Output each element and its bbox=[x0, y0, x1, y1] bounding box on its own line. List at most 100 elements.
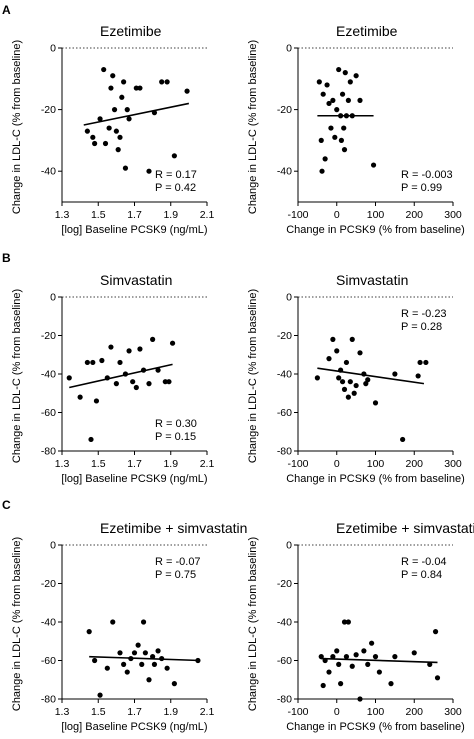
x-tick-label: 200 bbox=[405, 706, 423, 718]
data-point bbox=[392, 654, 398, 660]
y-tick-label: -40 bbox=[277, 166, 292, 178]
chart-title: Ezetimibe + simvastatin bbox=[336, 520, 474, 536]
data-point bbox=[338, 367, 344, 373]
data-point bbox=[171, 153, 177, 159]
x-axis-label: [log] Baseline PCSK9 (ng/mL) bbox=[61, 473, 207, 485]
data-point bbox=[108, 85, 114, 91]
data-point bbox=[349, 336, 355, 342]
data-point bbox=[128, 655, 134, 662]
chart-title: Simvastatin bbox=[336, 272, 408, 288]
data-point bbox=[102, 140, 109, 147]
data-point bbox=[155, 648, 161, 654]
y-tick-label: 0 bbox=[286, 292, 292, 304]
x-tick-label: 1.7 bbox=[127, 458, 142, 470]
data-point bbox=[341, 386, 348, 392]
data-point bbox=[110, 619, 116, 625]
chart-3: Simvastatin 0 -20 -40 -60 -801.3 1.5 1.7 1.9 2.1 [… bbox=[11, 272, 214, 485]
data-point bbox=[347, 379, 353, 385]
data-point bbox=[150, 336, 156, 342]
stat-text: P = 0.15 bbox=[155, 431, 196, 443]
data-point bbox=[345, 619, 351, 625]
data-point bbox=[361, 371, 367, 377]
y-tick-label: 0 bbox=[50, 540, 56, 552]
data-point bbox=[343, 359, 350, 366]
y-axis-label: Change in LDL-C (% from baseline) bbox=[247, 537, 259, 711]
plots-layer: Ezetimibe 0 -20 -40 1.3 1.5 1.7 1.9 2.1 [log] Bas… bbox=[11, 23, 474, 733]
data-point bbox=[90, 359, 96, 366]
x-tick-label: 2.1 bbox=[200, 209, 215, 221]
y-tick-label: -80 bbox=[277, 446, 292, 458]
data-point bbox=[372, 400, 379, 406]
data-point bbox=[326, 356, 332, 362]
data-point bbox=[164, 665, 170, 671]
data-point bbox=[92, 140, 98, 147]
y-axis-label: Change in LDL-C (% from baseline) bbox=[247, 40, 259, 214]
x-tick-label: 0 bbox=[334, 458, 340, 470]
data-point bbox=[166, 379, 172, 385]
y-tick-label: -40 bbox=[41, 369, 56, 381]
chart-title: Ezetimibe + simvastatin bbox=[100, 520, 247, 536]
data-point bbox=[343, 654, 350, 660]
data-point bbox=[126, 116, 132, 122]
data-point bbox=[164, 79, 170, 85]
y-tick-label: 0 bbox=[50, 292, 56, 304]
stat-text: R = 0.17 bbox=[155, 169, 197, 181]
data-point bbox=[119, 94, 125, 100]
x-tick-label: -100 bbox=[287, 458, 308, 470]
data-point bbox=[347, 79, 353, 85]
data-point bbox=[376, 669, 382, 675]
data-point bbox=[334, 648, 340, 654]
chart-title: Ezetimibe bbox=[336, 23, 398, 39]
x-tick-label: 1.3 bbox=[55, 706, 70, 718]
data-point bbox=[124, 107, 130, 113]
stat-text: P = 0.84 bbox=[401, 569, 442, 581]
data-point bbox=[195, 657, 201, 664]
x-tick-label: 300 bbox=[444, 706, 462, 718]
x-tick-label: 100 bbox=[367, 458, 385, 470]
regression-line bbox=[83, 102, 190, 126]
y-tick-label: -20 bbox=[41, 578, 56, 590]
data-point bbox=[135, 642, 141, 648]
data-point bbox=[88, 436, 94, 443]
data-point bbox=[104, 375, 110, 381]
y-tick-label: -20 bbox=[277, 578, 292, 590]
x-tick-label: 1.5 bbox=[91, 706, 106, 718]
data-point bbox=[113, 381, 119, 387]
data-point bbox=[130, 379, 136, 385]
data-point bbox=[146, 168, 152, 174]
data-point bbox=[117, 134, 123, 140]
stat-text: R = 0.30 bbox=[155, 418, 197, 430]
x-tick-label: 1.7 bbox=[127, 209, 142, 221]
data-point bbox=[353, 652, 359, 658]
data-point bbox=[427, 661, 433, 667]
data-point bbox=[97, 692, 103, 698]
stat-text: R = -0.23 bbox=[401, 308, 447, 320]
data-point bbox=[341, 619, 348, 625]
x-tick-label: 1.5 bbox=[91, 458, 106, 470]
x-tick-label: 1.3 bbox=[55, 209, 70, 221]
data-point bbox=[336, 66, 342, 73]
data-point bbox=[169, 340, 176, 346]
data-point bbox=[324, 82, 330, 88]
data-point bbox=[92, 657, 98, 664]
data-point bbox=[122, 371, 129, 377]
data-point bbox=[110, 73, 116, 79]
chart-title: Ezetimibe bbox=[100, 23, 162, 39]
chart-4: Simvastatin 0 -20 -40 -60 -80-100 0 100 200 300 Ch… bbox=[247, 272, 465, 485]
data-point bbox=[341, 125, 347, 131]
data-point bbox=[104, 665, 110, 671]
chart-2: Ezetimibe 0 -20 -40 -100 0 100 200 300 Change in … bbox=[247, 23, 465, 236]
data-point bbox=[121, 79, 127, 85]
data-point bbox=[326, 100, 332, 107]
x-tick-label: 2.1 bbox=[200, 458, 215, 470]
data-point bbox=[184, 88, 190, 94]
data-point bbox=[101, 66, 107, 73]
data-point bbox=[93, 398, 100, 404]
data-point bbox=[106, 125, 112, 131]
y-tick-label: -80 bbox=[41, 694, 56, 706]
data-point bbox=[86, 629, 92, 635]
y-tick-label: -40 bbox=[41, 617, 56, 629]
y-tick-label: -60 bbox=[277, 407, 292, 419]
x-axis-label: [log] Baseline PCSK9 (ng/mL) bbox=[61, 224, 207, 236]
data-point bbox=[150, 654, 156, 660]
